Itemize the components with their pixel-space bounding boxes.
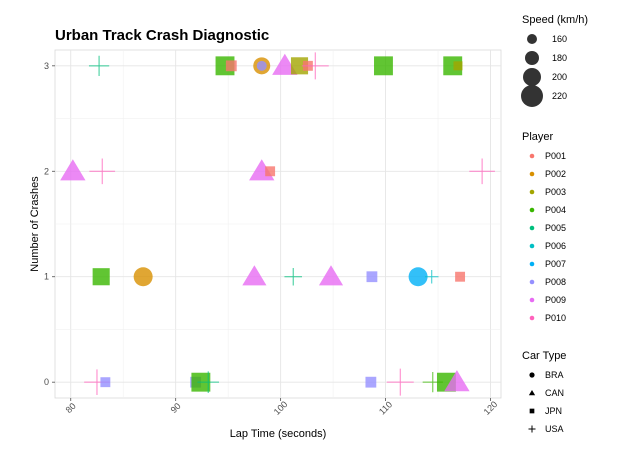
data-point [88, 55, 110, 76]
legend-player-key [529, 225, 535, 231]
plot-panel [54, 49, 502, 399]
legend-player-label: P005 [545, 223, 566, 233]
legend-car-type: Car Type BRA CAN JPN USA [522, 350, 566, 434]
legend-car-type-key [528, 390, 536, 396]
data-point [60, 159, 86, 181]
legend-player-label: P007 [545, 259, 566, 269]
gridlines [55, 50, 501, 398]
data-point [408, 267, 428, 287]
legend-speed-key [521, 85, 543, 107]
legend-speed: Speed (km/h) 160 180 200 220 [521, 14, 588, 107]
legend-player-key [529, 153, 535, 159]
legend-car-type-key [528, 425, 536, 433]
chart-title: Urban Track Crash Diagnostic [55, 27, 269, 44]
data-point [424, 269, 439, 284]
legend-speed-label: 180 [552, 53, 567, 63]
legend-speed-label: 160 [552, 34, 567, 44]
data-point [444, 370, 470, 392]
data-point [366, 271, 378, 283]
legend-player-title: Player [522, 131, 554, 143]
legend-player-key [529, 279, 535, 285]
data-point [256, 60, 267, 71]
legend-speed-title: Speed (km/h) [522, 14, 588, 26]
legend-player-key [529, 261, 535, 267]
data-point [225, 60, 237, 72]
legend-player-label: P001 [545, 151, 566, 161]
legend-player-label: P002 [545, 169, 566, 179]
data-point [453, 61, 463, 71]
x-tick-label: 100 [272, 399, 290, 417]
data-point [242, 265, 267, 286]
legend-player-key [529, 243, 535, 249]
legend-player-label: P009 [545, 295, 566, 305]
x-tick-label: 90 [169, 401, 183, 415]
data-point [265, 166, 276, 177]
legend-player-key [529, 189, 535, 195]
legend-speed-label: 200 [552, 72, 567, 82]
data-point [318, 265, 344, 286]
legend-player-label: P008 [545, 277, 566, 287]
legend-player: Player P001 P002 P003 P004 P005 P006 P007 P008 P… [522, 131, 566, 323]
data-point [365, 376, 377, 388]
data-point [455, 271, 466, 282]
legend-car-type-title: Car Type [522, 350, 566, 362]
data-point [386, 368, 414, 396]
data-points [60, 52, 495, 396]
x-tick-label: 120 [482, 399, 500, 417]
legend-speed-key [525, 51, 539, 65]
data-point [92, 268, 110, 286]
legend-player-label: P006 [545, 241, 566, 251]
legend-car-type-label: USA [545, 424, 564, 434]
legend-player-key [529, 315, 535, 321]
legend-car-type-key [529, 408, 535, 414]
data-point [89, 158, 116, 185]
y-axis-ticks: 0 1 2 3 [44, 61, 55, 387]
x-tick-label: 110 [377, 399, 394, 416]
legend-speed-key [527, 34, 537, 44]
x-axis-ticks: 80 90 100 110 120 [64, 398, 500, 417]
legend-player-label: P010 [545, 313, 566, 323]
y-axis-title: Number of Crashes [29, 176, 41, 272]
y-tick-label: 2 [44, 166, 49, 176]
legend-car-type-key [529, 372, 535, 378]
y-tick-label: 3 [44, 61, 49, 71]
legend-player-key [529, 171, 535, 177]
x-axis-title: Lap Time (seconds) [230, 428, 327, 440]
data-point [301, 52, 329, 80]
y-tick-label: 0 [44, 377, 49, 387]
legend-player-key [529, 207, 535, 213]
data-point [197, 371, 220, 393]
legend-player-label: P004 [545, 205, 566, 215]
data-point [469, 158, 495, 185]
legend-car-type-label: BRA [545, 370, 564, 380]
legend-player-label: P003 [545, 187, 566, 197]
data-point [100, 377, 111, 388]
data-point [443, 56, 463, 76]
legend-speed-key [523, 68, 541, 86]
legend-player-key [529, 297, 535, 303]
data-point [284, 267, 302, 286]
data-point [133, 267, 153, 287]
y-tick-label: 1 [44, 272, 49, 282]
legend-car-type-label: JPN [545, 406, 562, 416]
data-point [374, 56, 393, 76]
legend-speed-label: 220 [552, 91, 567, 101]
x-tick-label: 80 [64, 401, 78, 415]
legend-car-type-label: CAN [545, 388, 564, 398]
